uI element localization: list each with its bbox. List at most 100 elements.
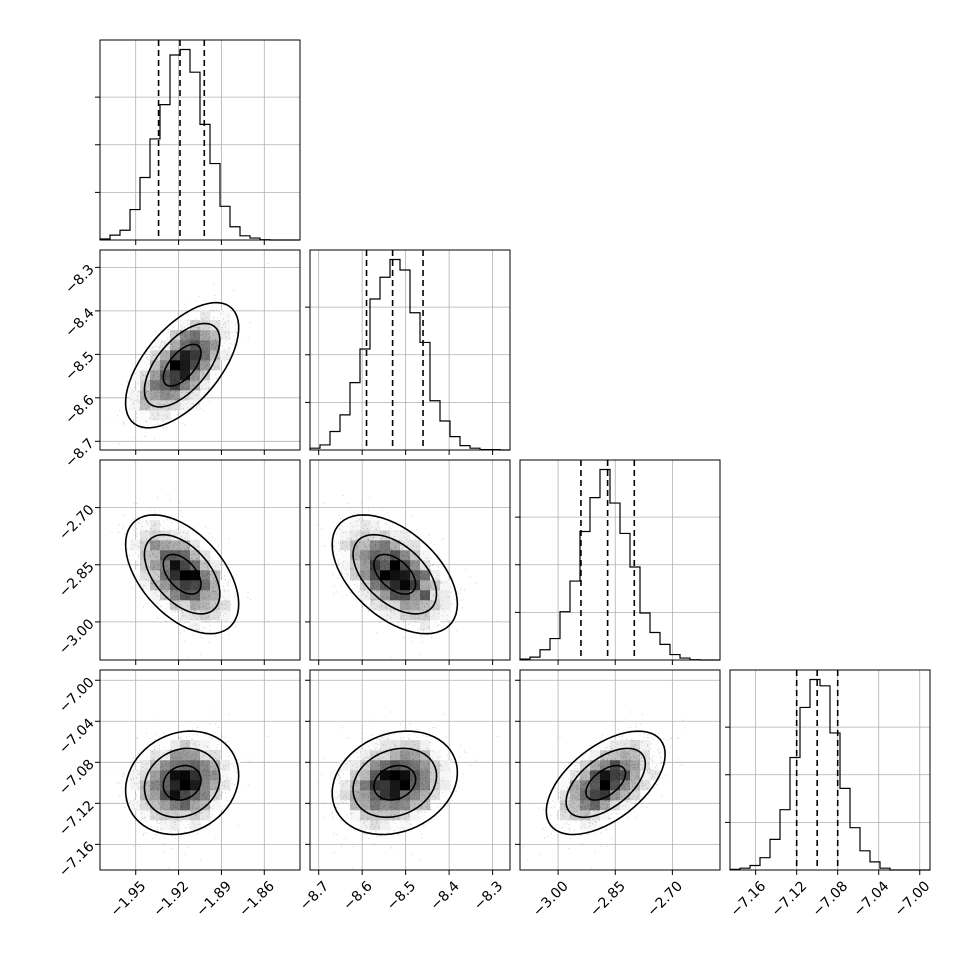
density-cell <box>190 770 201 781</box>
density-cell <box>190 360 201 371</box>
density-cell <box>610 740 621 751</box>
density-cell <box>350 780 361 791</box>
y-tick-label: −8.3 <box>62 262 97 297</box>
density-cell <box>170 340 181 351</box>
density-cell <box>200 760 211 771</box>
density-cell <box>330 790 341 801</box>
density-cell <box>440 590 451 601</box>
density-cell <box>200 790 211 801</box>
density-cell <box>640 740 651 751</box>
density-cell <box>210 370 221 381</box>
x-tick-label: −8.7 <box>297 878 332 913</box>
density-cell <box>550 800 561 811</box>
y-tick-label: −2.70 <box>56 502 98 544</box>
density-cell <box>400 750 411 761</box>
density-cell <box>160 570 171 581</box>
density-cell <box>180 360 191 371</box>
histogram-1 <box>309 258 510 451</box>
density-cell <box>160 800 171 811</box>
density-cell <box>570 790 581 801</box>
density-cell <box>370 540 381 551</box>
density-cell <box>580 810 591 821</box>
density-cell <box>210 760 221 771</box>
density-cell <box>150 570 161 581</box>
density-cell <box>150 400 161 411</box>
density-cell <box>180 540 191 551</box>
density-cell <box>170 560 181 571</box>
density-cell <box>570 800 581 811</box>
density-cell <box>560 820 571 831</box>
density-cell <box>390 740 401 751</box>
y-tick-label: −8.4 <box>62 305 97 340</box>
density-cell <box>630 790 641 801</box>
density-cell <box>150 750 161 761</box>
density-cell <box>190 620 201 631</box>
density-cell <box>140 770 151 781</box>
contour-level-2 <box>124 514 240 635</box>
density-cell <box>610 810 621 821</box>
density-cell <box>180 750 191 761</box>
density-cell <box>200 380 211 391</box>
density-cell <box>370 550 381 561</box>
panel-1-0 <box>95 249 301 455</box>
density-cell <box>190 740 201 751</box>
density-cell <box>170 360 181 371</box>
density-cell <box>170 330 181 341</box>
density-cell <box>410 740 421 751</box>
density-cell <box>410 800 421 811</box>
density-cell <box>430 620 441 631</box>
density-cell <box>390 780 401 791</box>
density-cell <box>170 760 181 771</box>
density-cell <box>340 780 351 791</box>
density-cell <box>220 760 231 771</box>
panel-border <box>99 249 301 451</box>
density-cell <box>360 560 371 571</box>
density-cell <box>180 820 191 831</box>
density-cell <box>400 570 411 581</box>
density-cell <box>640 770 651 781</box>
density-cell <box>190 580 201 591</box>
density-cell <box>180 810 191 821</box>
density-cell <box>190 610 201 621</box>
density-cell <box>620 800 631 811</box>
density-cell <box>440 790 451 801</box>
x-tick-label: −2.85 <box>587 878 629 920</box>
density-cell <box>580 790 591 801</box>
density-cell <box>180 350 191 361</box>
density-cell <box>220 310 231 321</box>
x-tick-label: −7.00 <box>892 878 934 920</box>
density-cell <box>590 750 601 761</box>
density-cell <box>150 370 161 381</box>
density-cell <box>140 400 151 411</box>
density-cell <box>170 740 181 751</box>
density-cell <box>610 790 621 801</box>
x-tick-label: −3.00 <box>530 878 572 920</box>
density-cell <box>190 570 201 581</box>
density-cell <box>190 820 201 831</box>
density-cell <box>620 790 631 801</box>
density-cell <box>150 560 161 571</box>
density-cell <box>160 400 171 411</box>
density-cell <box>130 570 141 581</box>
density-cell <box>210 770 221 781</box>
density-cell <box>560 780 571 791</box>
density-cell <box>220 780 231 791</box>
density-cell <box>420 580 431 591</box>
density-cell <box>340 560 351 571</box>
density-cell <box>420 570 431 581</box>
density-cell <box>600 780 611 791</box>
density-cell <box>600 760 611 771</box>
x-tick-label: −1.89 <box>193 878 235 920</box>
density-cell <box>180 600 191 611</box>
density-cell <box>210 780 221 791</box>
density-cell <box>220 330 231 341</box>
density-cell <box>140 810 151 821</box>
density-cell <box>420 620 431 631</box>
density-cell <box>370 820 381 831</box>
scatter-points <box>111 495 269 659</box>
density-cell <box>180 560 191 571</box>
density-cell <box>200 780 211 791</box>
density-cell <box>360 780 371 791</box>
y-tick-label: −8.5 <box>62 349 97 384</box>
